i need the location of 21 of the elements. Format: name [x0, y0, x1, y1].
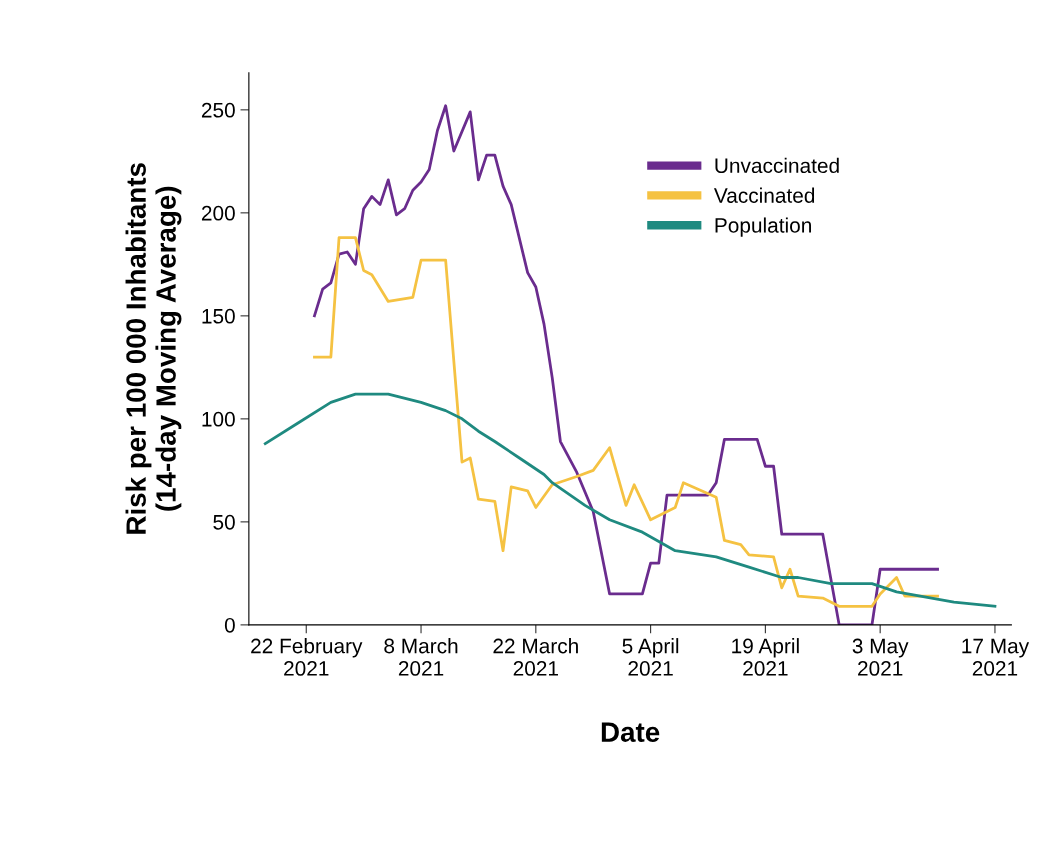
- y-tick-label: 250: [201, 102, 235, 118]
- x-tick-label: 19 April 2021: [732, 638, 799, 676]
- legend-label: Vaccinated: [713, 187, 815, 203]
- y-tick-label: 150: [202, 308, 235, 324]
- x-tick-label: 8 March 2021: [384, 638, 458, 676]
- y-tick-label: 0: [224, 617, 235, 633]
- y-tick-label: 200: [201, 205, 235, 221]
- line-series: [263, 392, 997, 608]
- x-tick-label: 17 May 2021: [962, 638, 1030, 676]
- legend-label: Unvaccinated: [715, 157, 839, 174]
- legend-label: Population: [715, 217, 811, 237]
- x-tick-label: 5 April 2021: [622, 638, 679, 676]
- y-tick-label: 50: [213, 514, 235, 530]
- x-tick-label: 22 February 2021: [251, 638, 363, 676]
- y-tick-label: 100: [202, 411, 235, 427]
- x-axis-title: Date: [601, 722, 660, 743]
- x-tick-label: 3 May 2021: [852, 638, 909, 676]
- line-series: [313, 236, 939, 608]
- y-axis-title: Risk per 100 000 Inhabitants (14-day Moving Average): [125, 163, 182, 534]
- line-series: [313, 104, 939, 625]
- x-tick-label: 22 March 2021: [493, 638, 578, 676]
